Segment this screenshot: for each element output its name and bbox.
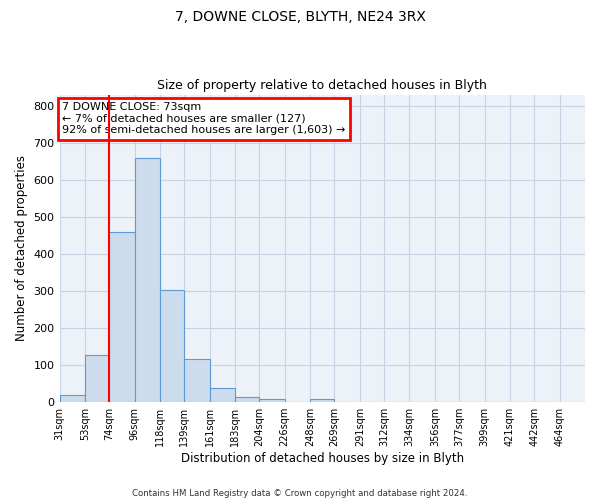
X-axis label: Distribution of detached houses by size in Blyth: Distribution of detached houses by size … — [181, 452, 464, 465]
Text: 7 DOWNE CLOSE: 73sqm
← 7% of detached houses are smaller (127)
92% of semi-detac: 7 DOWNE CLOSE: 73sqm ← 7% of detached ho… — [62, 102, 346, 136]
Bar — [209, 388, 235, 402]
Bar — [310, 398, 334, 402]
Title: Size of property relative to detached houses in Blyth: Size of property relative to detached ho… — [157, 79, 487, 92]
Bar — [85, 355, 109, 402]
Text: Contains HM Land Registry data © Crown copyright and database right 2024.: Contains HM Land Registry data © Crown c… — [132, 488, 468, 498]
Bar — [109, 232, 134, 402]
Bar — [59, 395, 85, 402]
Bar — [184, 359, 209, 402]
Bar — [134, 158, 160, 402]
Bar — [160, 290, 184, 402]
Bar — [235, 396, 259, 402]
Text: 7, DOWNE CLOSE, BLYTH, NE24 3RX: 7, DOWNE CLOSE, BLYTH, NE24 3RX — [175, 10, 425, 24]
Bar — [259, 398, 285, 402]
Y-axis label: Number of detached properties: Number of detached properties — [15, 156, 28, 342]
